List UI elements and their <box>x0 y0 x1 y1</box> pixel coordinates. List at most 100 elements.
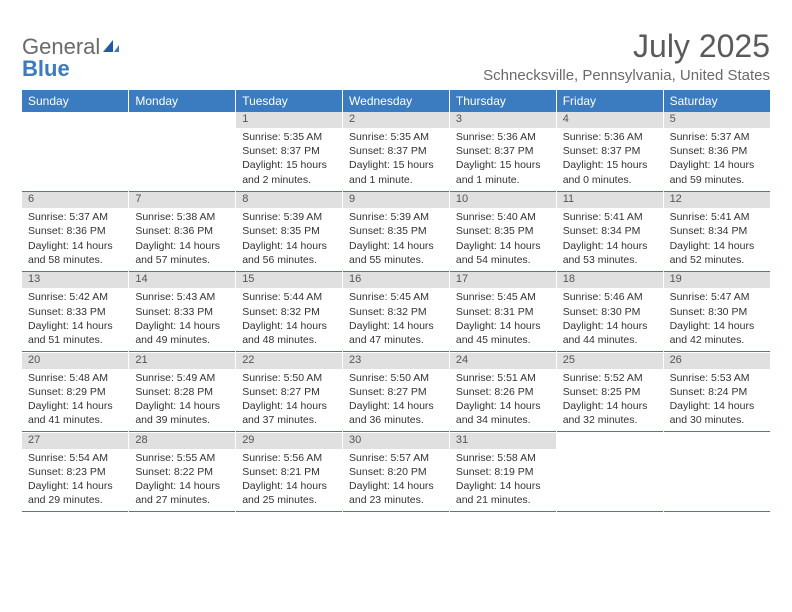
sunset-line: Sunset: 8:33 PM <box>135 305 229 319</box>
day-number-cell: 28 <box>129 433 236 449</box>
sunrise-line: Sunrise: 5:56 AM <box>242 451 336 465</box>
day-cell: Sunrise: 5:57 AMSunset: 8:20 PMDaylight:… <box>343 449 450 512</box>
sunset-line: Sunset: 8:35 PM <box>456 224 550 238</box>
day-cell: Sunrise: 5:38 AMSunset: 8:36 PMDaylight:… <box>129 208 236 271</box>
weekday-header: Monday <box>129 90 236 112</box>
day-number-cell: 5 <box>663 112 770 128</box>
sunset-line: Sunset: 8:32 PM <box>349 305 443 319</box>
day-cell: Sunrise: 5:39 AMSunset: 8:35 PMDaylight:… <box>343 208 450 271</box>
weekday-header: Wednesday <box>343 90 450 112</box>
weekday-header: Tuesday <box>236 90 343 112</box>
day-number-cell: 20 <box>22 353 129 369</box>
day-number-row: 12345 <box>22 112 770 128</box>
day-cell: Sunrise: 5:42 AMSunset: 8:33 PMDaylight:… <box>22 288 129 351</box>
day-cell: Sunrise: 5:45 AMSunset: 8:32 PMDaylight:… <box>343 288 450 351</box>
day-cell: Sunrise: 5:41 AMSunset: 8:34 PMDaylight:… <box>663 208 770 271</box>
weekday-header: Saturday <box>663 90 770 112</box>
day-body-row: Sunrise: 5:54 AMSunset: 8:23 PMDaylight:… <box>22 449 770 512</box>
daylight-line: Daylight: 14 hours and 57 minutes. <box>135 239 229 267</box>
day-number-cell: 14 <box>129 272 236 288</box>
day-number-cell: 9 <box>343 192 450 208</box>
sunrise-line: Sunrise: 5:49 AM <box>135 371 229 385</box>
day-number-cell: 12 <box>663 192 770 208</box>
sunrise-line: Sunrise: 5:38 AM <box>135 210 229 224</box>
daylight-line: Daylight: 14 hours and 52 minutes. <box>670 239 764 267</box>
sunrise-line: Sunrise: 5:37 AM <box>670 130 764 144</box>
sunset-line: Sunset: 8:19 PM <box>456 465 550 479</box>
sunset-line: Sunset: 8:29 PM <box>28 385 122 399</box>
sunset-line: Sunset: 8:35 PM <box>242 224 336 238</box>
day-cell: Sunrise: 5:56 AMSunset: 8:21 PMDaylight:… <box>236 449 343 512</box>
day-number-cell: 27 <box>22 433 129 449</box>
sunrise-line: Sunrise: 5:51 AM <box>456 371 550 385</box>
daylight-line: Daylight: 14 hours and 36 minutes. <box>349 399 443 427</box>
day-number-cell: 26 <box>663 353 770 369</box>
day-cell: Sunrise: 5:35 AMSunset: 8:37 PMDaylight:… <box>343 128 450 191</box>
daylight-line: Daylight: 14 hours and 21 minutes. <box>456 479 550 507</box>
sunrise-line: Sunrise: 5:37 AM <box>28 210 122 224</box>
day-cell: Sunrise: 5:37 AMSunset: 8:36 PMDaylight:… <box>663 128 770 191</box>
day-cell: Sunrise: 5:50 AMSunset: 8:27 PMDaylight:… <box>343 369 450 432</box>
daylight-line: Daylight: 14 hours and 58 minutes. <box>28 239 122 267</box>
sunrise-line: Sunrise: 5:45 AM <box>456 290 550 304</box>
sunset-line: Sunset: 8:27 PM <box>242 385 336 399</box>
day-number-cell <box>663 433 770 449</box>
daylight-line: Daylight: 15 hours and 1 minute. <box>349 158 443 186</box>
daylight-line: Daylight: 14 hours and 51 minutes. <box>28 319 122 347</box>
day-number-cell: 24 <box>449 353 556 369</box>
sunrise-line: Sunrise: 5:55 AM <box>135 451 229 465</box>
sunset-line: Sunset: 8:22 PM <box>135 465 229 479</box>
sunrise-line: Sunrise: 5:57 AM <box>349 451 443 465</box>
day-cell: Sunrise: 5:49 AMSunset: 8:28 PMDaylight:… <box>129 369 236 432</box>
daylight-line: Daylight: 14 hours and 44 minutes. <box>563 319 657 347</box>
day-number-row: 6789101112 <box>22 192 770 208</box>
day-cell <box>663 449 770 512</box>
daylight-line: Daylight: 14 hours and 39 minutes. <box>135 399 229 427</box>
day-cell: Sunrise: 5:54 AMSunset: 8:23 PMDaylight:… <box>22 449 129 512</box>
daylight-line: Daylight: 14 hours and 49 minutes. <box>135 319 229 347</box>
day-cell <box>556 449 663 512</box>
sunset-line: Sunset: 8:20 PM <box>349 465 443 479</box>
day-number-cell: 4 <box>556 112 663 128</box>
day-number-cell: 16 <box>343 272 450 288</box>
sunrise-line: Sunrise: 5:43 AM <box>135 290 229 304</box>
day-cell: Sunrise: 5:40 AMSunset: 8:35 PMDaylight:… <box>449 208 556 271</box>
sunrise-line: Sunrise: 5:39 AM <box>242 210 336 224</box>
calendar-body: 12345Sunrise: 5:35 AMSunset: 8:37 PMDayl… <box>22 112 770 513</box>
weekday-header-row: Sunday Monday Tuesday Wednesday Thursday… <box>22 90 770 112</box>
weekday-header: Sunday <box>22 90 129 112</box>
location: Schnecksville, Pennsylvania, United Stat… <box>483 67 770 84</box>
day-number-cell <box>22 112 129 128</box>
daylight-line: Daylight: 14 hours and 53 minutes. <box>563 239 657 267</box>
month-title: July 2025 <box>483 28 770 65</box>
calendar-table: Sunday Monday Tuesday Wednesday Thursday… <box>22 90 770 513</box>
day-cell: Sunrise: 5:41 AMSunset: 8:34 PMDaylight:… <box>556 208 663 271</box>
logo-text-blue: Blue <box>22 56 70 81</box>
daylight-line: Daylight: 14 hours and 47 minutes. <box>349 319 443 347</box>
daylight-line: Daylight: 15 hours and 0 minutes. <box>563 158 657 186</box>
day-body-row: Sunrise: 5:37 AMSunset: 8:36 PMDaylight:… <box>22 208 770 271</box>
daylight-line: Daylight: 14 hours and 37 minutes. <box>242 399 336 427</box>
day-number-cell: 19 <box>663 272 770 288</box>
calendar-page: General Blue July 2025 Schnecksville, Pe… <box>0 0 792 612</box>
day-number-row: 20212223242526 <box>22 353 770 369</box>
day-number-cell: 15 <box>236 272 343 288</box>
sunrise-line: Sunrise: 5:35 AM <box>242 130 336 144</box>
week-divider <box>22 512 770 513</box>
sunset-line: Sunset: 8:37 PM <box>349 144 443 158</box>
sunrise-line: Sunrise: 5:45 AM <box>349 290 443 304</box>
title-block: July 2025 Schnecksville, Pennsylvania, U… <box>483 28 770 84</box>
sunset-line: Sunset: 8:26 PM <box>456 385 550 399</box>
sunrise-line: Sunrise: 5:52 AM <box>563 371 657 385</box>
sunset-line: Sunset: 8:31 PM <box>456 305 550 319</box>
daylight-line: Daylight: 14 hours and 30 minutes. <box>670 399 764 427</box>
daylight-line: Daylight: 14 hours and 32 minutes. <box>563 399 657 427</box>
daylight-line: Daylight: 14 hours and 23 minutes. <box>349 479 443 507</box>
sunrise-line: Sunrise: 5:39 AM <box>349 210 443 224</box>
day-cell: Sunrise: 5:52 AMSunset: 8:25 PMDaylight:… <box>556 369 663 432</box>
day-number-cell <box>129 112 236 128</box>
sunset-line: Sunset: 8:24 PM <box>670 385 764 399</box>
daylight-line: Daylight: 14 hours and 27 minutes. <box>135 479 229 507</box>
day-cell: Sunrise: 5:46 AMSunset: 8:30 PMDaylight:… <box>556 288 663 351</box>
sunset-line: Sunset: 8:37 PM <box>563 144 657 158</box>
